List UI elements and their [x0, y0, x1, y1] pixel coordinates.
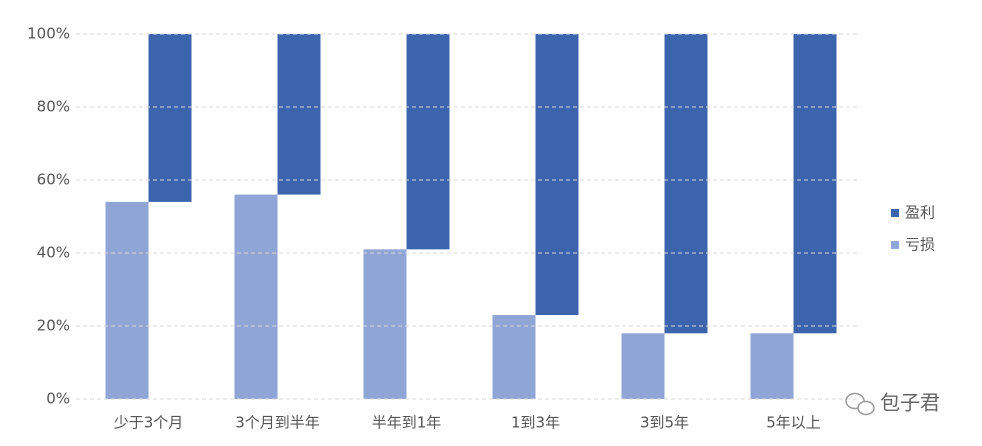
- x-tick-label: 半年到1年: [372, 414, 442, 432]
- y-tick-label: 40%: [37, 244, 70, 262]
- y-tick-label: 80%: [37, 98, 70, 116]
- y-tick-label: 0%: [46, 390, 70, 408]
- bar: [621, 333, 665, 399]
- bar: [535, 34, 579, 316]
- bar: [492, 315, 536, 399]
- bar: [277, 34, 321, 195]
- bar: [750, 333, 794, 399]
- x-tick-label: 少于3个月: [114, 414, 184, 432]
- legend-swatch: [891, 209, 899, 217]
- y-tick-label: 60%: [37, 171, 70, 189]
- legend-label: 盈利: [905, 204, 935, 222]
- x-tick-label: 3到5年: [640, 414, 689, 432]
- y-tick-label: 20%: [37, 317, 70, 335]
- watermark-icon: [845, 392, 875, 416]
- legend-label: 亏损: [905, 236, 935, 254]
- bar: [664, 34, 708, 334]
- legend-swatch: [891, 241, 899, 249]
- x-tick-label: 5年以上: [766, 414, 821, 432]
- y-tick-label: 100%: [27, 25, 70, 43]
- bar: [105, 201, 149, 399]
- bar: [234, 194, 278, 399]
- x-tick-label: 1到3年: [511, 414, 560, 432]
- bar: [793, 34, 837, 334]
- watermark: 包子君: [880, 391, 940, 415]
- x-tick-label: 3个月到半年: [235, 414, 320, 432]
- bar: [148, 34, 192, 202]
- bar: [363, 249, 407, 399]
- bar: [406, 34, 450, 250]
